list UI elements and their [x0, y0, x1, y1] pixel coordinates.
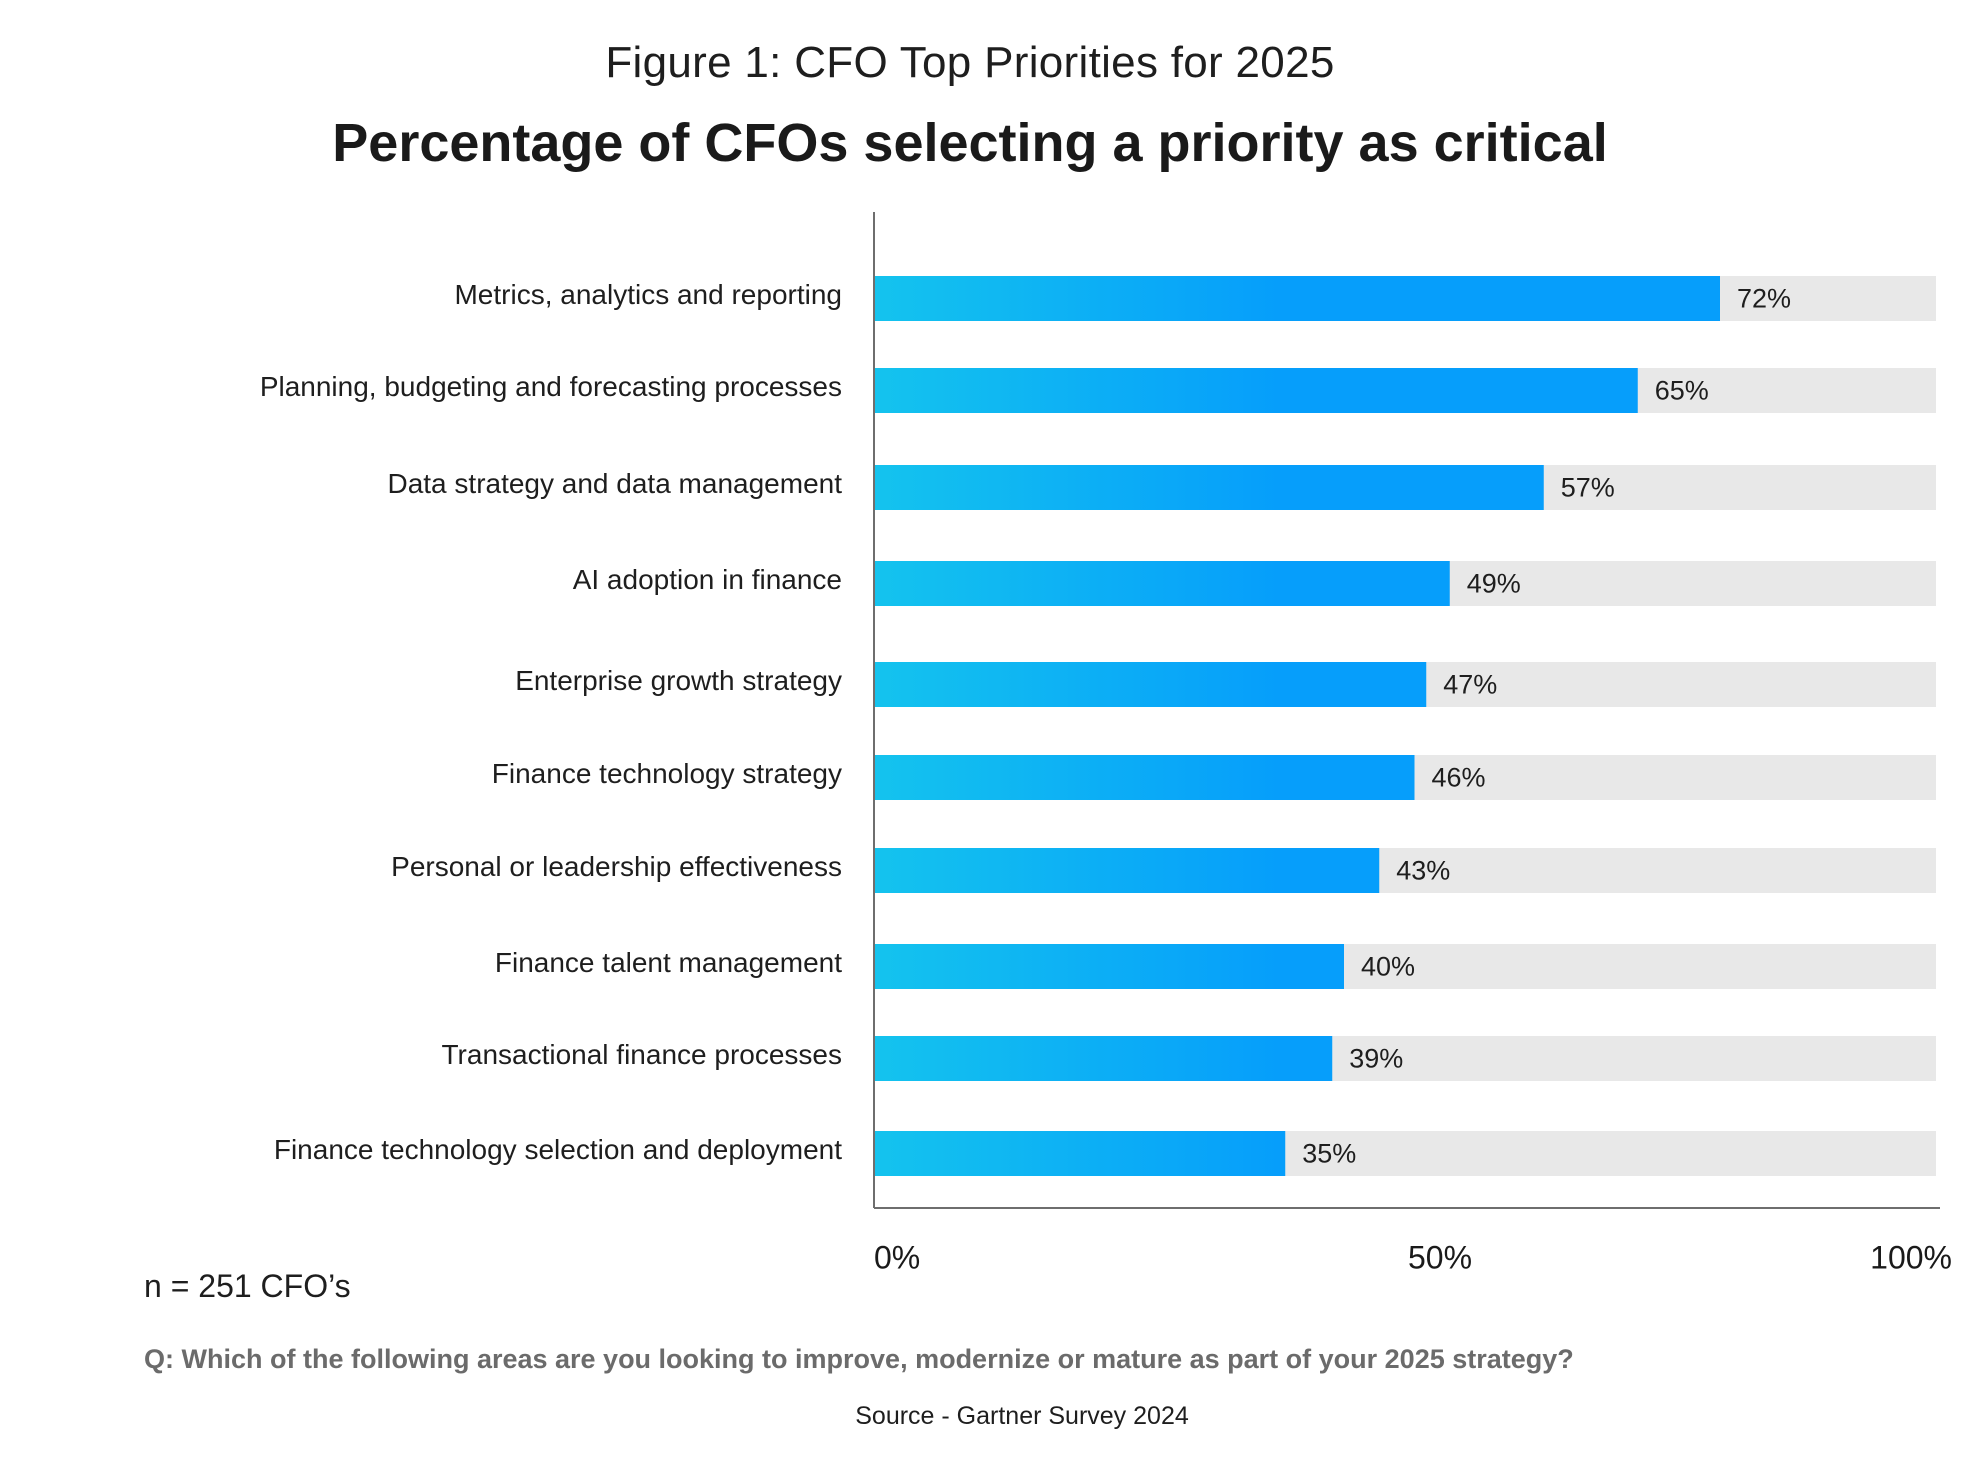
bar: [874, 944, 1344, 989]
category-label: Metrics, analytics and reporting: [454, 279, 842, 310]
category-label: Finance technology selection and deploym…: [274, 1134, 842, 1165]
value-label: 49%: [1467, 569, 1521, 599]
bar: [874, 1036, 1333, 1081]
value-label: 72%: [1737, 284, 1791, 314]
category-label: Finance talent management: [495, 947, 842, 978]
category-label: AI adoption in finance: [573, 564, 842, 595]
value-label: 57%: [1561, 473, 1615, 503]
sample-size-note: n = 251 CFO’s: [144, 1268, 351, 1304]
value-labels: 72% 65% 57% 49% 47% 46% 43% 40% 39% 35%: [1302, 284, 1791, 1169]
x-tick-labels: 0% 50% 100%: [874, 1239, 1952, 1275]
bar: [874, 848, 1380, 893]
category-label: Transactional finance processes: [441, 1039, 842, 1070]
bar: [874, 465, 1544, 510]
x-tick-label: 0%: [874, 1239, 920, 1275]
value-label: 43%: [1396, 856, 1450, 886]
category-label: Enterprise growth strategy: [515, 665, 842, 696]
category-label: Personal or leadership effectiveness: [391, 851, 842, 882]
category-label: Planning, budgeting and forecasting proc…: [260, 371, 842, 402]
chart-title: Percentage of CFOs selecting a priority …: [332, 113, 1608, 173]
survey-question: Q: Which of the following areas are you …: [144, 1344, 1574, 1374]
source-note: Source - Gartner Survey 2024: [855, 1402, 1189, 1430]
figure-title: Figure 1: CFO Top Priorities for 2025: [605, 38, 1335, 87]
value-label: 35%: [1302, 1139, 1356, 1169]
bar: [874, 755, 1415, 800]
x-tick-label: 50%: [1408, 1239, 1472, 1275]
x-tick-label: 100%: [1870, 1239, 1952, 1275]
category-label: Data strategy and data management: [387, 468, 842, 499]
value-label: 39%: [1349, 1044, 1403, 1074]
value-label: 40%: [1361, 952, 1415, 982]
bar: [874, 1131, 1286, 1176]
bar: [874, 276, 1720, 321]
value-label: 65%: [1655, 376, 1709, 406]
bar: [874, 561, 1450, 606]
bar: [874, 368, 1638, 413]
bar: [874, 662, 1427, 707]
category-label: Finance technology strategy: [492, 758, 842, 789]
value-label: 46%: [1432, 763, 1486, 793]
bars: [874, 276, 1720, 1176]
category-labels: Metrics, analytics and reporting Planning…: [260, 279, 842, 1165]
value-label: 47%: [1443, 670, 1497, 700]
